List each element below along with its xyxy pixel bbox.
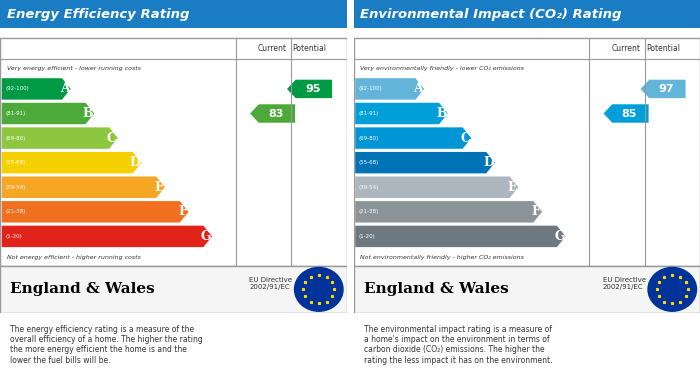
Text: Potential: Potential — [293, 44, 326, 53]
Text: The energy efficiency rating is a measure of the
overall efficiency of a home. T: The energy efficiency rating is a measur… — [10, 325, 203, 365]
Text: 85: 85 — [622, 108, 637, 118]
Polygon shape — [355, 201, 542, 222]
Text: England & Wales: England & Wales — [10, 282, 155, 296]
FancyBboxPatch shape — [354, 0, 700, 28]
Bar — [354, 266, 700, 313]
Text: Very energy efficient - lower running costs: Very energy efficient - lower running co… — [7, 66, 141, 70]
Polygon shape — [250, 104, 295, 123]
Text: Current: Current — [612, 44, 640, 53]
Text: Energy Efficiency Rating: Energy Efficiency Rating — [7, 7, 190, 21]
Text: England & Wales: England & Wales — [364, 282, 509, 296]
Polygon shape — [1, 226, 212, 247]
Text: Potential: Potential — [646, 44, 680, 53]
Text: Very environmentally friendly - lower CO₂ emissions: Very environmentally friendly - lower CO… — [360, 66, 524, 70]
Text: Not environmentally friendly - higher CO₂ emissions: Not environmentally friendly - higher CO… — [360, 255, 524, 260]
Text: (69-80): (69-80) — [5, 136, 25, 141]
Text: E: E — [508, 181, 517, 194]
Text: (55-68): (55-68) — [5, 160, 25, 165]
Text: A: A — [60, 83, 69, 95]
Polygon shape — [1, 103, 95, 124]
Polygon shape — [287, 80, 332, 98]
Text: (92-100): (92-100) — [5, 86, 29, 91]
Polygon shape — [355, 152, 495, 173]
Text: EU Directive
2002/91/EC: EU Directive 2002/91/EC — [249, 276, 293, 290]
Text: The environmental impact rating is a measure of
a home's impact on the environme: The environmental impact rating is a mea… — [364, 325, 552, 365]
FancyBboxPatch shape — [0, 0, 346, 28]
Text: E: E — [154, 181, 164, 194]
Text: (69-80): (69-80) — [358, 136, 379, 141]
Polygon shape — [603, 104, 649, 123]
Text: EU Directive
2002/91/EC: EU Directive 2002/91/EC — [603, 276, 646, 290]
Polygon shape — [355, 103, 448, 124]
Polygon shape — [1, 176, 165, 198]
Text: C: C — [460, 132, 470, 145]
Text: F: F — [531, 205, 540, 218]
Text: Not energy efficient - higher running costs: Not energy efficient - higher running co… — [7, 255, 141, 260]
Polygon shape — [1, 201, 188, 222]
Text: (55-68): (55-68) — [358, 160, 379, 165]
Text: A: A — [413, 83, 423, 95]
Text: (1-20): (1-20) — [5, 234, 22, 239]
Text: 95: 95 — [305, 84, 321, 94]
Text: 83: 83 — [268, 108, 284, 118]
Circle shape — [295, 267, 343, 311]
Circle shape — [648, 267, 696, 311]
Text: (21-38): (21-38) — [358, 209, 379, 214]
Polygon shape — [355, 226, 566, 247]
Text: B: B — [83, 107, 94, 120]
Text: (39-54): (39-54) — [5, 185, 25, 190]
Polygon shape — [1, 152, 141, 173]
Bar — [0, 266, 346, 313]
Text: Environmental Impact (CO₂) Rating: Environmental Impact (CO₂) Rating — [360, 7, 622, 21]
Polygon shape — [355, 176, 519, 198]
Text: 97: 97 — [659, 84, 674, 94]
Text: C: C — [106, 132, 117, 145]
Text: (92-100): (92-100) — [358, 86, 382, 91]
Text: G: G — [201, 230, 211, 243]
Text: (21-38): (21-38) — [5, 209, 25, 214]
Polygon shape — [355, 78, 424, 100]
Text: (81-91): (81-91) — [5, 111, 25, 116]
Text: D: D — [130, 156, 141, 169]
Text: B: B — [436, 107, 447, 120]
Polygon shape — [1, 127, 118, 149]
Text: F: F — [178, 205, 187, 218]
Polygon shape — [1, 78, 71, 100]
Text: G: G — [554, 230, 565, 243]
Text: D: D — [484, 156, 494, 169]
Text: (39-54): (39-54) — [358, 185, 379, 190]
Bar — [0, 38, 346, 266]
Polygon shape — [355, 127, 471, 149]
Text: Current: Current — [258, 44, 287, 53]
Polygon shape — [640, 80, 685, 98]
Text: (1-20): (1-20) — [358, 234, 375, 239]
Bar — [354, 38, 700, 266]
Text: (81-91): (81-91) — [358, 111, 379, 116]
